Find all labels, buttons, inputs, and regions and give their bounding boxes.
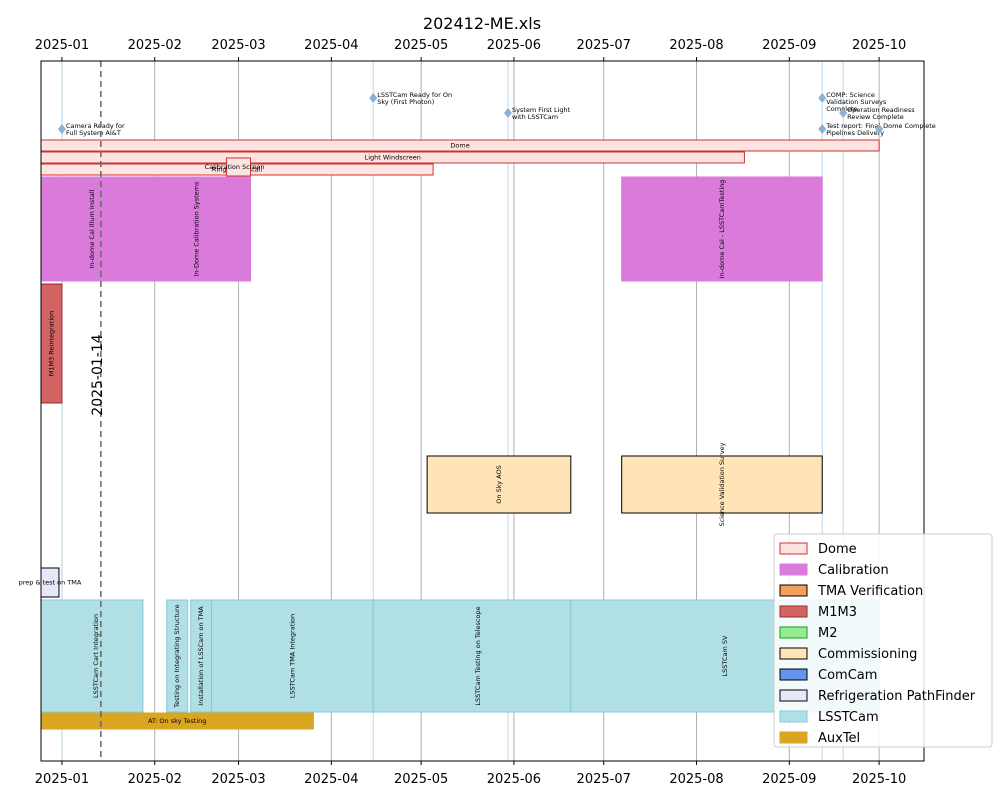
tick-label-top: 2025-10: [852, 38, 906, 53]
milestone-marker: [875, 124, 884, 134]
legend-label: ComCam: [818, 668, 877, 683]
milestone-label: Dome Complete: [883, 122, 936, 130]
task-label: LSSTCam TMA Integration: [288, 614, 296, 698]
tick-label-top: 2025-01: [35, 38, 89, 53]
milestone-label: Full System AI&T: [66, 129, 121, 137]
tick-label-top: 2025-03: [211, 38, 265, 53]
legend-swatch: [779, 584, 808, 597]
task-bar: [226, 157, 252, 177]
legend-box: [773, 533, 993, 748]
milestone-marker: [839, 108, 848, 118]
task-label: LSSTCam SV: [721, 635, 729, 677]
task-bar: [211, 599, 374, 713]
task-label: Dome: [450, 142, 469, 150]
task-label: M1M3 Reintegration: [47, 311, 55, 376]
task-label: In-dome Cal Illum Install: [88, 189, 96, 268]
reference-line: 2025-01-14: [90, 61, 106, 761]
legend-swatch: [779, 689, 808, 702]
task-bar: [166, 599, 189, 713]
legend-label: Calibration: [818, 563, 889, 578]
milestone-label: Operation Readiness: [847, 106, 915, 114]
tick-label-top: 2025-09: [762, 38, 816, 53]
tick-label-top: 2025-08: [669, 38, 723, 53]
milestone-label: with LSSTCam: [512, 113, 558, 121]
milestone-label: LSSTCam Ready for On: [377, 91, 452, 99]
task-bar: [372, 599, 572, 713]
tick-label-bottom: 2025-04: [304, 772, 358, 787]
task-label: In-Dome Calibration Systems: [193, 181, 201, 276]
milestone-label: Test report: Final: [825, 122, 880, 130]
legend-label: LSSTCam: [818, 710, 879, 725]
tick-label-bottom: 2025-01: [35, 772, 89, 787]
milestone-label: System First Light: [512, 106, 571, 114]
tick-label-top: 2025-02: [128, 38, 182, 53]
task-label: In-dome Cal - LSSTCamTesting: [718, 180, 726, 279]
axis-ticks: 2025-01 2025-01 2025-02 2025-02 2025-03 2025-…: [35, 38, 906, 787]
legend-swatch: [779, 626, 808, 639]
legend-swatch: [779, 710, 808, 723]
milestone-label: Camera Ready for: [66, 122, 125, 130]
legend-label: TMA Verification: [817, 584, 923, 599]
milestone-marker: [503, 108, 512, 118]
task-bar: [40, 176, 144, 282]
milestone-label: Complete: [826, 105, 857, 113]
task-label: Science Validation Survey: [718, 442, 726, 526]
milestone-marker: [57, 124, 66, 134]
plot-frame: [40, 60, 925, 762]
legend-swatch: [779, 542, 808, 555]
task-bar: [142, 176, 252, 282]
tick-label-bottom: 2025-06: [487, 772, 541, 787]
tick-label-bottom: 2025-08: [669, 772, 723, 787]
legend-label: M2: [818, 626, 838, 641]
tick-label-bottom: 2025-09: [762, 772, 816, 787]
tick-label-top: 2025-04: [304, 38, 358, 53]
legend: Dome Calibration TMA Verification M1M3 M2 Com…: [773, 533, 993, 748]
legend-label: AuxTel: [818, 731, 860, 746]
legend-label: Commissioning: [818, 647, 917, 662]
legend-swatch: [779, 668, 808, 681]
reference-line-label: 2025-01-14: [90, 334, 106, 415]
milestone-marker: [818, 124, 827, 134]
chart-title: 202412-ME.xls: [423, 14, 541, 33]
tick-label-top: 2025-06: [487, 38, 541, 53]
tick-label-bottom: 2025-03: [211, 772, 265, 787]
tick-label-top: 2025-07: [577, 38, 631, 53]
milestone-label: Sky (First Photon): [377, 98, 434, 106]
task-label: On Sky AOS: [495, 465, 503, 503]
task-label: prep & test on TMA: [19, 579, 82, 587]
task-label: Calibration Screen: [205, 163, 265, 171]
milestone-marker: [369, 93, 378, 103]
tick-label-bottom: 2025-07: [577, 772, 631, 787]
task-label: AT: On sky Testing: [148, 717, 206, 725]
legend-swatch: [779, 563, 808, 576]
tick-label-top: 2025-05: [394, 38, 448, 53]
legend-swatch: [779, 731, 808, 744]
milestone-label: Pipelines Delivery: [826, 129, 884, 137]
task-label: Light Windscreen: [365, 154, 421, 162]
task-label: Testing on Integrating Structure: [173, 604, 181, 708]
milestone-marker: [818, 93, 827, 103]
tick-label-bottom: 2025-02: [128, 772, 182, 787]
legend-label: Dome: [818, 542, 857, 557]
task-label: LSSTCam Testing on Telescope: [474, 606, 482, 705]
tick-label-bottom: 2025-10: [852, 772, 906, 787]
milestone-label: Review Complete: [847, 113, 904, 121]
tick-label-bottom: 2025-05: [394, 772, 448, 787]
legend-label: M1M3: [818, 605, 857, 620]
legend-swatch: [779, 647, 808, 660]
legend-label: Refrigeration PathFinder: [818, 689, 976, 704]
milestone-label: COMP: Science: [826, 91, 875, 99]
task-bar: [426, 455, 572, 514]
task-label: Installation of LSSCam on TMA: [197, 606, 205, 706]
task-label: LSSTCam Cart Integration: [92, 614, 100, 698]
milestone-label: Validation Surveys: [826, 98, 887, 106]
task-bar: [40, 599, 144, 713]
legend-swatch: [779, 605, 808, 618]
task-bar: [621, 455, 823, 514]
task-bar: [621, 176, 823, 282]
